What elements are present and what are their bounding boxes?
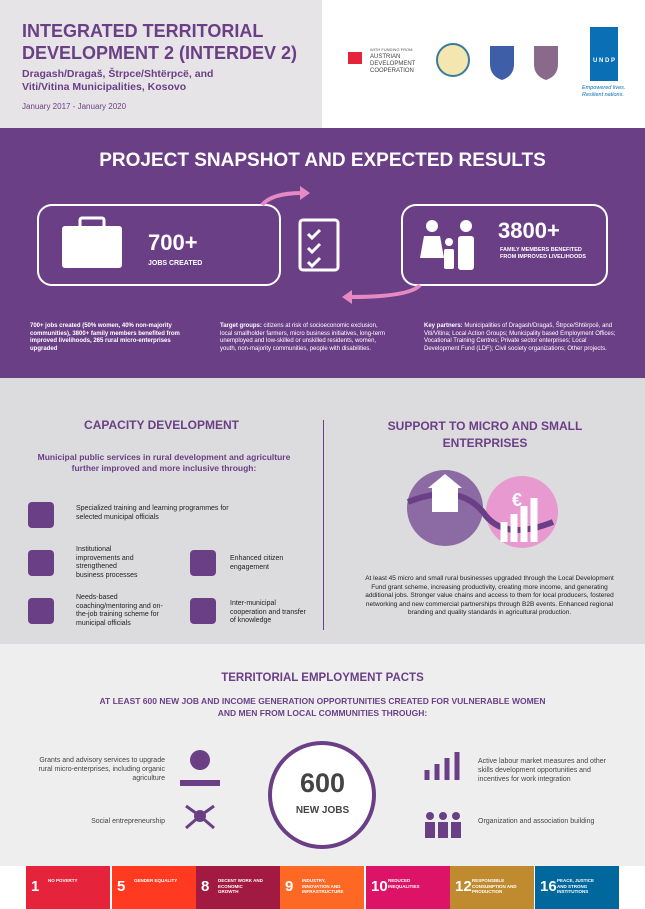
target-label: Target groups: [220, 323, 262, 329]
sdg-label: GENDER EQUALITY [134, 878, 178, 883]
sdg-label: RESPONSIBLE CONSUMPTION AND PRODUCTION [472, 878, 517, 894]
cooperation-icon [190, 598, 216, 624]
divider [323, 420, 324, 630]
coaching-icon [28, 598, 54, 624]
sdg-tile: 8 DECENT WORK AND ECONOMIC GROWTH [196, 866, 280, 909]
pact-item: Social entrepreneurship [91, 818, 165, 825]
pacts-title: TERRITORIAL EMPLOYMENT PACTS [221, 672, 424, 684]
sdg-label: INDUSTRY, INNOVATION AND INFRASTRUCTURE [302, 878, 344, 894]
capacity-title: CAPACITY DEVELOPMENT [84, 418, 239, 432]
pacts-subtitle: AT LEAST 600 NEW JOB AND INCOME GENERATI… [99, 696, 546, 718]
sdg-label: DECENT WORK AND ECONOMIC GROWTH [218, 878, 263, 894]
subtitle: Dragash/Dragaš, Štrpce/Shtërpcë, and Vit… [22, 68, 214, 93]
stat1-label: JOBS CREATED [148, 260, 203, 267]
pact-item: Grants and advisory services to upgrade … [38, 757, 165, 782]
sdg-tile: 10 REDUCED INEQUALITIES [366, 866, 450, 909]
target-groups: Target groups: citizens at risk of socio… [220, 323, 390, 353]
support-title: SUPPORT TO MICRO AND SMALL ENTERPRISES [387, 419, 583, 450]
support-text: At least 45 micro and small rural busine… [365, 575, 614, 616]
key-partners: Key partners: Municipalities of Dragash/… [424, 323, 619, 353]
sdg-label: NO POVERTY [48, 878, 78, 883]
capacity-intro: Municipal public services in rural devel… [37, 452, 291, 473]
stat2-label: FAMILY MEMBERS BENEFITED FROM IMPROVED L… [500, 247, 586, 260]
sdg-tile: 12 RESPONSIBLE CONSUMPTION AND PRODUCTION [450, 866, 534, 909]
euro-symbol: € [512, 490, 523, 510]
jobs-circle [268, 741, 376, 849]
pact-icons [180, 750, 461, 838]
target-text: citizens at risk of socioeconomic exclus… [220, 323, 386, 352]
partners-text: Municipalities of Dragash/Dragaš, Štrpce… [424, 323, 616, 352]
capacity-item: Institutional improvements and strengthe… [76, 546, 138, 579]
header-panel [0, 0, 322, 128]
dates: January 2017 - January 2020 [22, 102, 127, 111]
sdg-number: 5 [117, 878, 126, 895]
sdg-tile: 16 PEACE, JUSTICE AND STRONG INSTITUTIONS [535, 866, 619, 909]
sdg-tile: 5 GENDER EQUALITY [112, 866, 196, 909]
pact-item: Organization and association building [478, 818, 595, 825]
citizen-icon [190, 550, 216, 576]
pacts-number-label: NEW JOBS [295, 805, 350, 816]
pact-item: Active labour market measures and other … [478, 758, 607, 783]
support-graphics [406, 470, 558, 548]
capacity-item: Inter-municipal cooperation and transfer… [230, 600, 306, 624]
sdg-label: REDUCED INEQUALITIES [388, 878, 420, 889]
sdg-number: 16 [540, 878, 557, 895]
undp-tagline: Empowered lives. Resilient nations. [582, 85, 626, 98]
training-icon [28, 502, 54, 528]
funder: AUSTRIAN DEVELOPMENT COOPERATION [370, 54, 416, 74]
capacity-item: Enhanced citizen engagement [230, 555, 284, 571]
sdg-number: 9 [285, 878, 294, 895]
funding-label: WITH FUNDING FROM [370, 47, 413, 52]
sdg-number: 12 [455, 878, 472, 895]
stat2-number: 3800+ [498, 218, 560, 243]
sdg-tile: 1 NO POVERTY [26, 866, 110, 909]
jobs-text: 700+ jobs created (50% women, 40% non-ma… [30, 323, 180, 352]
sdg-number: 8 [201, 878, 210, 895]
capacity-item: Needs-based coaching/mentoring and on-th… [76, 594, 163, 627]
sdg-number: 10 [371, 878, 388, 895]
snapshot-graphics [37, 186, 608, 304]
pacts-number: 600 [299, 768, 346, 798]
snapshot-title: PROJECT SNAPSHOT AND EXPECTED RESULTS [99, 150, 546, 171]
institution-icon [28, 550, 54, 576]
austria-flag [348, 52, 362, 64]
sdg-tile: 9 INDUSTRY, INNOVATION AND INFRASTRUCTURE [280, 866, 364, 909]
municipal-logos [436, 43, 558, 80]
title: INTEGRATED TERRITORIAL DEVELOPMENT 2 (IN… [22, 21, 298, 63]
undp-letters: U N D P [592, 58, 615, 64]
sdg-label: PEACE, JUSTICE AND STRONG INSTITUTIONS [557, 878, 595, 894]
partners-label: Key partners: [424, 323, 463, 329]
sdg-number: 1 [31, 878, 40, 895]
capacity-item: Specialized training and learning progra… [76, 505, 229, 521]
stat1-number: 700+ [148, 230, 198, 255]
undp-logo [590, 27, 618, 81]
